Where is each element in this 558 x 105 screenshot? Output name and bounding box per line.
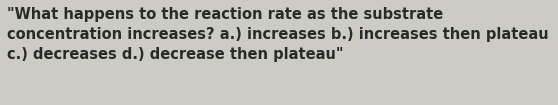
Text: "What happens to the reaction rate as the substrate
concentration increases? a.): "What happens to the reaction rate as th… <box>7 7 549 62</box>
